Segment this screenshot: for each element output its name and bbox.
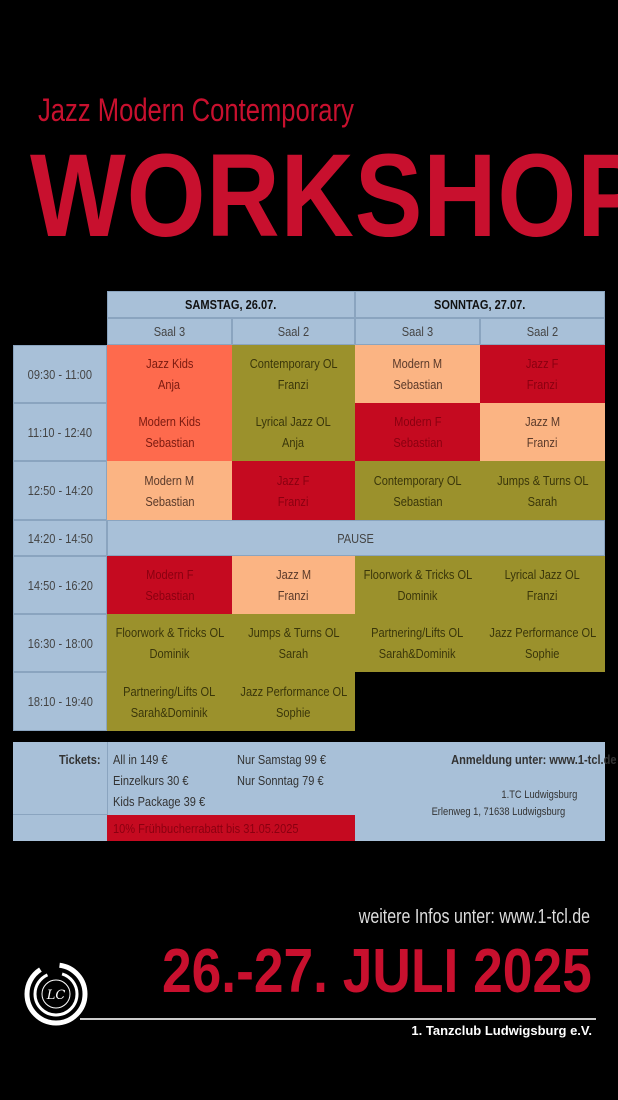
registration-link[interactable]: Anmeldung unter: www.1-tcl.de <box>451 752 617 767</box>
time-slot: 14:50 - 16:20 <box>13 556 107 614</box>
day-header: SONNTAG, 27.07. <box>355 291 605 318</box>
tickets-label: Tickets: <box>59 752 101 767</box>
address-line: 1.TC Ludwigsburg <box>501 789 577 801</box>
course-cell[interactable]: Jazz M Franzi <box>480 403 605 461</box>
club-logo: LC <box>24 962 88 1026</box>
divider <box>80 1018 596 1020</box>
course-cell[interactable]: Partnering/Lifts OL Sarah&Dominik <box>107 672 232 731</box>
course-cell[interactable]: Jazz M Franzi <box>232 556 355 614</box>
course-cell[interactable]: Jazz Performance OL Sophie <box>480 614 605 672</box>
subtitle: Jazz Modern Contemporary <box>38 92 354 128</box>
address-line: Erlenweg 1, 71638 Ludwigsburg <box>431 806 565 818</box>
info-link[interactable]: weitere Infos unter: www.1-tcl.de <box>358 906 590 928</box>
course-cell[interactable]: Floorwork & Tricks OL Dominik <box>355 556 480 614</box>
ticket-price: Nur Samstag 99 € <box>237 752 327 767</box>
course-cell[interactable]: Modern M Sebastian <box>355 345 480 403</box>
course-cell[interactable]: Contemporary OL Sebastian <box>355 461 480 520</box>
course-cell[interactable]: Contemporary OL Franzi <box>232 345 355 403</box>
ticket-price: Kids Package 39 € <box>113 794 206 809</box>
ticket-price: Nur Sonntag 79 € <box>237 773 324 788</box>
time-slot: 09:30 - 11:00 <box>13 345 107 403</box>
svg-text:LC: LC <box>46 988 66 1003</box>
time-slot: 11:10 - 12:40 <box>13 403 107 461</box>
course-cell[interactable]: Jazz Kids Anja <box>107 345 232 403</box>
course-cell[interactable]: Jazz F Franzi <box>232 461 355 520</box>
course-cell[interactable]: Jazz F Franzi <box>480 345 605 403</box>
time-slot: 12:50 - 14:20 <box>13 461 107 520</box>
course-cell[interactable]: Jazz Performance OL Sophie <box>232 672 355 731</box>
course-cell[interactable]: Lyrical Jazz OL Franzi <box>480 556 605 614</box>
tickets-box: Tickets: All in 149 € Einzelkurs 30 € Ki… <box>13 742 617 841</box>
time-slot: 16:30 - 18:00 <box>13 614 107 672</box>
pause-row: PAUSE <box>107 520 605 556</box>
course-cell[interactable]: Modern Kids Sebastian <box>107 403 232 461</box>
course-cell[interactable]: Partnering/Lifts OL Sarah&Dominik <box>355 614 480 672</box>
room-header: Saal 2 <box>480 318 605 345</box>
course-cell[interactable]: Jumps & Turns OL Sarah <box>232 614 355 672</box>
title: WORKSHOP <box>30 130 618 262</box>
time-slot: 14:20 - 14:50 <box>13 520 107 556</box>
event-date: 26.-27. JULI 2025 <box>162 937 592 1006</box>
room-header: Saal 3 <box>107 318 232 345</box>
course-cell[interactable]: Jumps & Turns OL Sarah <box>480 461 605 520</box>
course-cell[interactable]: Floorwork & Tricks OL Dominik <box>107 614 232 672</box>
room-header: Saal 3 <box>355 318 480 345</box>
room-header: Saal 2 <box>232 318 355 345</box>
day-header: SAMSTAG, 26.07. <box>107 291 355 318</box>
ticket-price: All in 149 € <box>113 752 168 767</box>
course-cell[interactable]: Modern M Sebastian <box>107 461 232 520</box>
club-name: 1. Tanzclub Ludwigsburg e.V. <box>411 1023 592 1038</box>
time-slot: 18:10 - 19:40 <box>13 672 107 731</box>
course-cell[interactable]: Modern F Sebastian <box>107 556 232 614</box>
course-cell[interactable]: Modern F Sebastian <box>355 403 480 461</box>
early-bird-banner: 10% Frühbucherrabatt bis 31.05.2025 <box>107 815 355 841</box>
course-cell[interactable]: Lyrical Jazz OL Anja <box>232 403 355 461</box>
ticket-price: Einzelkurs 30 € <box>113 773 189 788</box>
